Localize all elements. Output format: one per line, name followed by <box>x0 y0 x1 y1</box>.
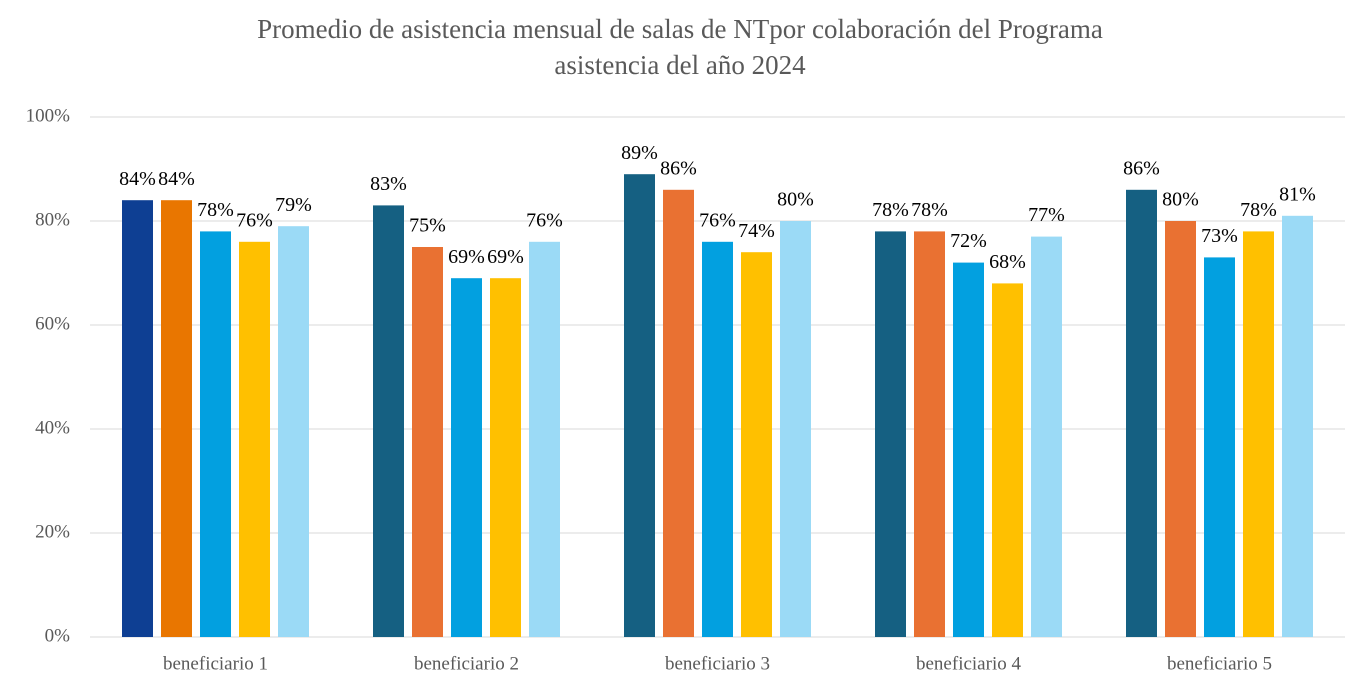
bar <box>529 241 560 638</box>
bar <box>663 189 694 638</box>
data-label: 89% <box>621 142 658 164</box>
data-label: 77% <box>1028 204 1065 226</box>
bar <box>1126 189 1157 638</box>
data-label: 78% <box>1240 199 1277 221</box>
bar <box>702 241 733 638</box>
bar <box>875 231 906 637</box>
chart-title: Promedio de asistencia mensual de salas … <box>257 14 1103 44</box>
bar <box>1031 236 1062 637</box>
bar <box>239 241 270 638</box>
data-label: 74% <box>738 220 775 242</box>
bar <box>953 262 984 637</box>
y-tick-label: 80% <box>35 209 70 230</box>
bar <box>780 221 811 637</box>
bar <box>624 174 655 637</box>
data-label: 86% <box>1123 157 1160 179</box>
data-label: 73% <box>1201 225 1238 247</box>
bar <box>490 278 521 637</box>
bar <box>200 231 231 637</box>
bar <box>122 200 153 637</box>
x-tick-label: beneficiario 4 <box>916 653 1021 674</box>
y-tick-label: 0% <box>45 625 71 646</box>
data-label: 69% <box>487 246 524 268</box>
bar <box>412 247 443 637</box>
bar <box>1282 215 1313 638</box>
x-tick-label: beneficiario 2 <box>414 653 519 674</box>
data-label: 83% <box>370 173 407 195</box>
bar <box>1204 257 1235 637</box>
data-label: 81% <box>1279 183 1316 205</box>
bar <box>1165 221 1196 637</box>
data-label: 84% <box>119 168 156 190</box>
data-label: 78% <box>197 199 234 221</box>
data-label: 80% <box>777 189 814 211</box>
data-label: 78% <box>911 199 948 221</box>
data-label: 84% <box>158 168 195 190</box>
data-label: 72% <box>950 230 987 252</box>
data-label: 78% <box>872 199 909 221</box>
bar <box>278 226 309 637</box>
y-tick-label: 60% <box>35 313 70 334</box>
data-label: 69% <box>448 246 485 268</box>
data-label: 68% <box>989 251 1026 273</box>
bar <box>161 200 192 637</box>
bar <box>741 252 772 637</box>
x-tick-label: beneficiario 5 <box>1167 653 1272 674</box>
bar <box>451 278 482 637</box>
data-label: 79% <box>275 194 312 216</box>
chart-title: asistencia del año 2024 <box>554 50 806 80</box>
bar <box>373 205 404 637</box>
x-tick-label: beneficiario 3 <box>665 653 770 674</box>
x-tick-label: beneficiario 1 <box>163 653 268 674</box>
data-label: 75% <box>409 215 446 237</box>
bar <box>1243 231 1274 637</box>
bar <box>992 283 1023 637</box>
data-label: 76% <box>699 209 736 231</box>
data-label: 76% <box>236 209 273 231</box>
data-label: 80% <box>1162 189 1199 211</box>
bar <box>914 231 945 637</box>
data-label: 86% <box>660 157 697 179</box>
y-tick-label: 40% <box>35 417 70 438</box>
data-label: 76% <box>526 209 563 231</box>
y-tick-label: 20% <box>35 521 70 542</box>
y-tick-label: 100% <box>26 105 71 126</box>
